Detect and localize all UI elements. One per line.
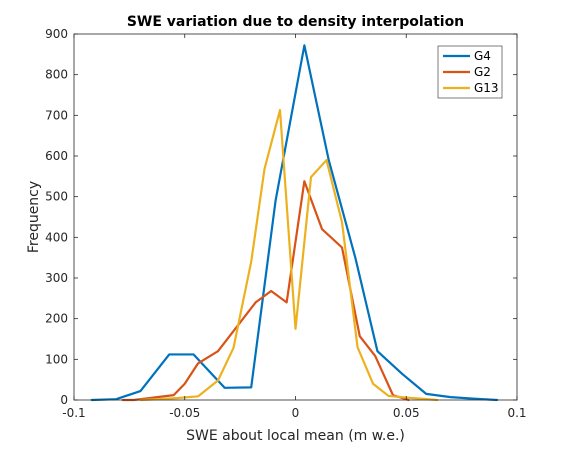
y-tick-label: 500 [45,190,68,204]
y-tick-label: 300 [45,271,68,285]
x-tick-label: -0.05 [169,406,200,420]
series-layer [90,44,499,402]
chart-title: SWE variation due to density interpolati… [127,14,464,30]
y-tick-label: 900 [45,27,68,41]
series-line-g2 [121,180,410,402]
x-tick-label: -0.1 [62,406,85,420]
y-axis-label: Frequency [26,181,42,253]
x-axis-label: SWE about local mean (m w.e.) [186,428,405,444]
legend-label-g13: G13 [474,81,499,95]
legend-label-g2: G2 [474,65,491,79]
y-tick-label: 100 [45,352,68,366]
legend-label-g4: G4 [474,49,491,63]
x-tick-label: 0.1 [507,406,526,420]
y-tick-label: 0 [60,393,68,407]
y-tick-label: 700 [45,108,68,122]
ticks-layer: -0.1 -0.05 0 0.05 0.1 0 100 200 300 400 500 600 700 8… [45,27,526,420]
legend-items: G4 G2 G13 [443,49,499,95]
y-tick-label: 600 [45,149,68,163]
series-line-g4 [90,44,499,402]
x-tick-label: 0 [292,406,300,420]
x-tick-label: 0.05 [393,406,420,420]
legend: G4 G2 G13 [437,45,503,99]
series-line-g13 [139,108,439,402]
y-tick-label: 200 [45,312,68,326]
y-tick-label: 400 [45,230,68,244]
y-tick-label: 800 [45,68,68,82]
